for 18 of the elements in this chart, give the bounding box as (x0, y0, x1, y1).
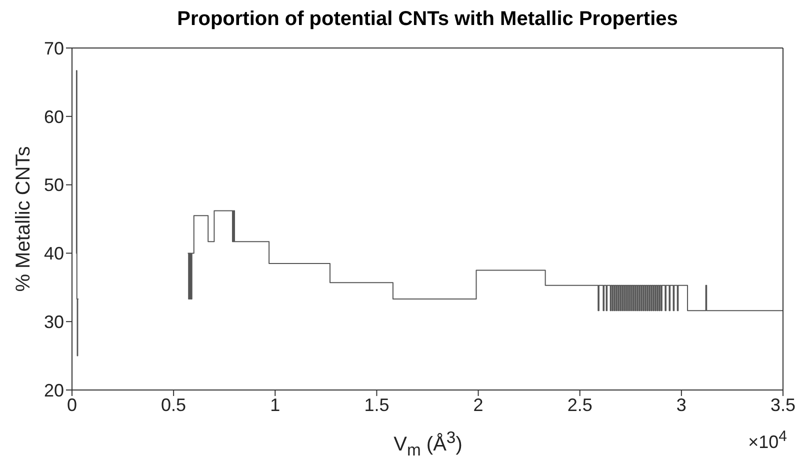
y-tick-label: 60 (44, 106, 64, 127)
chart-title: Proportion of potential CNTs with Metallic Properties (176, 8, 679, 31)
y-tick-label: 20 (44, 380, 64, 400)
x-tick-label: 3 (676, 394, 686, 415)
x-tick-label: 0.5 (161, 394, 186, 415)
y-tick-label: 70 (44, 38, 64, 58)
y-axis-title: % Metallic CNTs (12, 146, 36, 292)
x-axis-title: V$_{m}$ (Å$^{3}$) (394, 428, 462, 461)
x-tick-label: 2.5 (567, 394, 592, 415)
x-tick-label: 1 (270, 394, 280, 415)
x-tick-label: 0 (66, 394, 78, 415)
y-tick-label: 40 (44, 244, 64, 264)
x-tick-label: 3.5 (770, 394, 796, 415)
text: ×10$^{4}$ (748, 428, 787, 453)
y-tick-label: 30 (44, 312, 64, 332)
y-tick-label: 50 (44, 175, 64, 196)
x-tick-label: 1.5 (364, 394, 390, 415)
x-tick-label: 2 (473, 394, 484, 415)
